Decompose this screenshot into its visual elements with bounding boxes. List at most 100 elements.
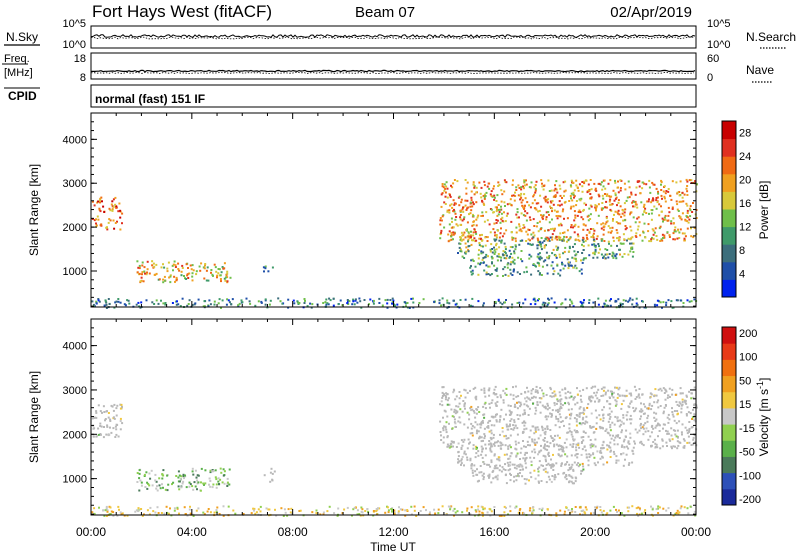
scatter-cell <box>505 413 507 416</box>
scatter-cell <box>512 269 515 272</box>
scatter-cell <box>517 418 520 420</box>
scatter-cell <box>681 401 684 403</box>
scatter-cell <box>619 222 622 225</box>
scatter-cell <box>609 434 612 437</box>
scatter-cell <box>601 426 604 429</box>
scatter-cell <box>500 256 503 259</box>
scatter-cell <box>146 268 149 271</box>
scatter-cell <box>579 199 582 202</box>
scatter-cell <box>470 265 472 268</box>
scatter-cell <box>454 218 457 221</box>
scatter-cell <box>137 507 140 510</box>
scatter-cell <box>413 509 416 512</box>
scatter-cell <box>514 191 516 194</box>
scatter-cell <box>477 253 480 256</box>
scatter-cell <box>452 388 455 391</box>
scatter-cell <box>512 394 515 397</box>
scatter-cell <box>510 474 512 476</box>
scatter-cell <box>375 508 378 510</box>
scatter-cell <box>287 306 290 309</box>
scatter-cell <box>549 200 552 203</box>
scatter-cell <box>499 418 501 421</box>
scatter-cell <box>418 302 421 304</box>
scatter-cell <box>425 509 427 512</box>
scatter-cell <box>507 447 510 450</box>
scatter-cell <box>543 431 546 434</box>
scatter-cell <box>153 303 156 305</box>
scatter-cell <box>155 299 158 302</box>
scatter-cell <box>494 402 497 405</box>
scatter-cell <box>91 417 94 420</box>
scatter-cell <box>493 253 496 255</box>
scatter-cell <box>480 423 483 426</box>
colorbar-segment <box>722 261 736 280</box>
scatter-cell <box>609 441 612 444</box>
scatter-cell <box>190 268 193 271</box>
scatter-cell <box>559 405 562 408</box>
scatter-cell <box>504 392 507 395</box>
scatter-cell <box>118 508 120 511</box>
scatter-cell <box>462 233 465 236</box>
scatter-cell <box>483 197 486 200</box>
scatter-cell <box>651 209 654 212</box>
scatter-cell <box>468 213 470 216</box>
scatter-cell <box>523 193 526 196</box>
scatter-cell <box>491 251 494 254</box>
scatter-cell <box>543 244 546 247</box>
scatter-cell <box>564 180 567 183</box>
scatter-cell <box>590 395 593 398</box>
scatter-cell <box>659 301 662 304</box>
scatter-cell <box>119 403 122 406</box>
scatter-cell <box>660 189 663 191</box>
scatter-cell <box>461 219 464 222</box>
scatter-cell <box>532 218 535 221</box>
scatter-cell <box>441 395 444 397</box>
scatter-cell <box>254 512 257 515</box>
scatter-cell <box>114 425 117 428</box>
scatter-cell <box>496 458 499 461</box>
scatter-cell <box>582 409 585 411</box>
scatter-cell <box>552 453 554 456</box>
scatter-cell <box>511 303 514 306</box>
scatter-cell <box>507 445 510 448</box>
scatter-cell <box>555 443 558 446</box>
scatter-cell <box>630 394 633 397</box>
scatter-cell <box>204 264 206 267</box>
scatter-cell <box>577 465 580 468</box>
scatter-cell <box>678 231 681 234</box>
scatter-cell <box>658 214 661 217</box>
scatter-cell <box>614 415 617 418</box>
scatter-cell <box>573 243 576 246</box>
scatter-cell <box>534 300 537 303</box>
scatter-cell <box>484 443 487 446</box>
scatter-cell <box>594 187 597 190</box>
scatter-cell <box>641 426 644 429</box>
scatter-cell <box>532 425 535 428</box>
scatter-cell <box>547 415 550 418</box>
scatter-cell <box>154 511 157 514</box>
scatter-cell <box>149 477 152 480</box>
scatter-cell <box>492 477 495 480</box>
scatter-cell <box>635 186 638 189</box>
scatter-cell <box>547 229 550 232</box>
scatter-cell <box>105 410 108 413</box>
scatter-cell <box>466 507 469 510</box>
scatter-cell <box>222 468 225 471</box>
scatter-cell <box>439 233 442 236</box>
scatter-cell <box>581 462 584 465</box>
scatter-cell <box>598 182 601 185</box>
scatter-cell <box>459 421 462 424</box>
scatter-cell <box>567 239 570 242</box>
scatter-cell <box>567 431 570 434</box>
scatter-cell <box>574 506 577 508</box>
scatter-cell <box>560 203 563 206</box>
scatter-cell <box>501 219 504 222</box>
scatter-cell <box>637 394 640 397</box>
scatter-cell <box>558 253 561 256</box>
scatter-cell <box>542 438 545 441</box>
scatter-cell <box>536 222 539 224</box>
scatter-cell <box>155 487 158 490</box>
scatter-cell <box>607 432 610 435</box>
scatter-cell <box>512 194 515 197</box>
scatter-cell <box>592 234 594 237</box>
